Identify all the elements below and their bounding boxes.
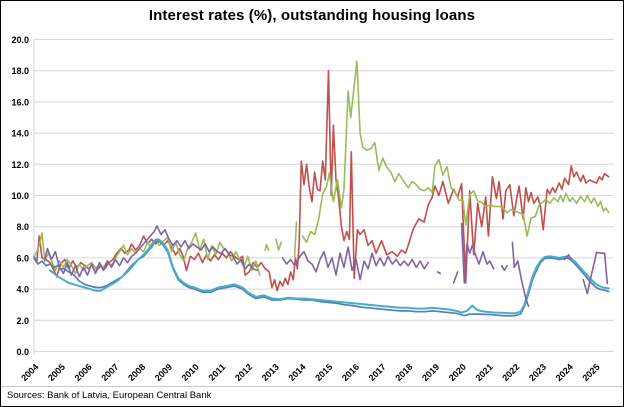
x-tick-label: 2008 bbox=[126, 362, 147, 383]
x-tick-label: 2017 bbox=[367, 362, 388, 383]
chart-bottom-divider bbox=[1, 386, 623, 387]
chart-title: Interest rates (%), outstanding housing … bbox=[148, 7, 476, 24]
series-purple-line bbox=[43, 222, 609, 308]
x-tick-label: 2019 bbox=[420, 362, 441, 383]
x-tick-label: 2016 bbox=[340, 362, 361, 383]
x-tick-label: 2015 bbox=[313, 362, 334, 383]
x-tick-label: 2025 bbox=[580, 362, 601, 383]
y-tick-label: 6.0 bbox=[16, 253, 29, 263]
series-green-line bbox=[34, 60, 610, 276]
series-cyan-line bbox=[49, 238, 610, 315]
y-tick-label: 2.0 bbox=[16, 316, 29, 326]
x-tick-label: 2010 bbox=[180, 362, 201, 383]
series-red-line bbox=[33, 69, 610, 292]
x-tick-label: 2018 bbox=[393, 362, 414, 383]
gridlines bbox=[34, 39, 614, 352]
x-tick-label: 2013 bbox=[260, 362, 281, 383]
x-tick-label: 2005 bbox=[46, 362, 67, 383]
x-tick-label: 2022 bbox=[500, 362, 521, 383]
x-tick-label: 2007 bbox=[99, 362, 120, 383]
x-tick-label: 2011 bbox=[207, 362, 228, 383]
x-tick-label: 2020 bbox=[447, 362, 468, 383]
y-tick-label: 12.0 bbox=[11, 160, 29, 170]
y-tick-label: 4.0 bbox=[16, 285, 29, 295]
y-tick-label: 18.0 bbox=[11, 66, 29, 76]
y-tick-label: 20.0 bbox=[11, 35, 29, 45]
y-tick-label: 16.0 bbox=[11, 97, 29, 107]
x-tick-label: 2004 bbox=[19, 362, 40, 383]
y-axis-labels: 20.0 18.0 16.0 14.0 12.0 10.0 8.0 6.0 4.0 2.0 0.0 bbox=[11, 35, 29, 357]
y-tick-label: 0.0 bbox=[16, 347, 29, 357]
x-tick-label: 2021 bbox=[474, 362, 495, 383]
y-tick-label: 14.0 bbox=[11, 129, 29, 139]
y-tick-label: 10.0 bbox=[11, 191, 29, 201]
source-note: Sources: Bank of Latvia, European Centra… bbox=[7, 390, 212, 401]
x-tick-label: 2009 bbox=[153, 362, 174, 383]
x-tick-label: 2014 bbox=[286, 362, 307, 383]
x-tick-label: 2006 bbox=[73, 362, 94, 383]
x-tick-label: 2024 bbox=[554, 362, 575, 383]
x-tick-label: 2012 bbox=[233, 362, 254, 383]
x-tick-label: 2023 bbox=[527, 362, 548, 383]
x-axis-labels: 2004 2005 2006 2007 2008 2009 2010 2011 2012 2013… bbox=[19, 362, 602, 383]
y-tick-label: 8.0 bbox=[16, 222, 29, 232]
